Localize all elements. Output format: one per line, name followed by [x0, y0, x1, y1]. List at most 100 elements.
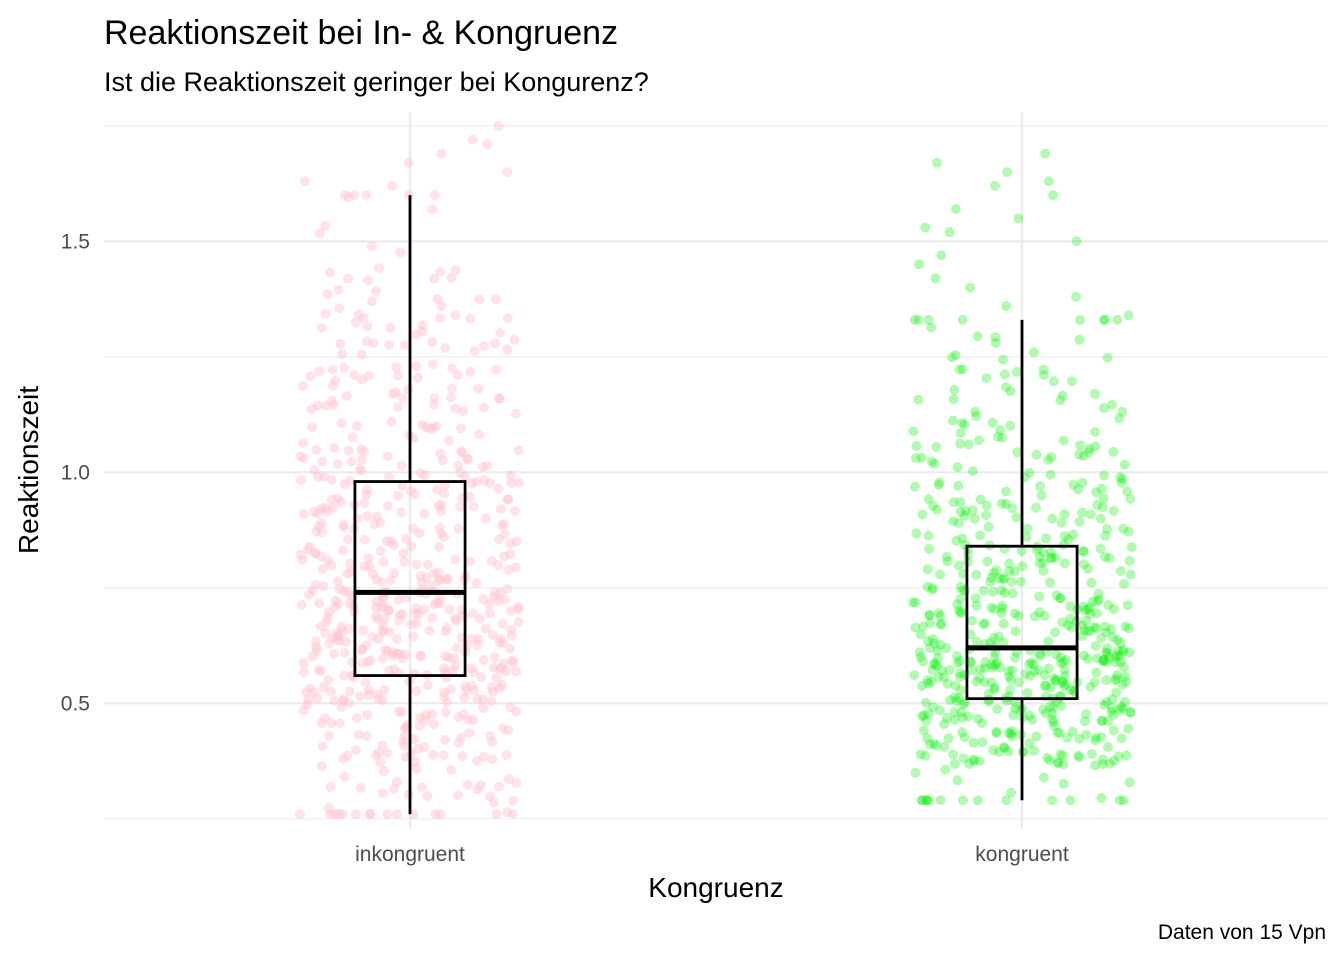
jitter-point — [1011, 512, 1022, 523]
jitter-point — [1107, 703, 1117, 714]
jitter-point — [1015, 576, 1026, 587]
jitter-point — [389, 664, 400, 675]
jitter-point — [923, 636, 933, 647]
jitter-point — [927, 665, 938, 675]
jitter-point — [371, 574, 382, 585]
jitter-point — [450, 554, 460, 565]
jitter-point — [397, 609, 408, 620]
jitter-point — [1006, 731, 1017, 742]
jitter-point — [995, 425, 1006, 436]
jitter-point — [915, 652, 926, 662]
jitter-point — [336, 418, 347, 429]
jitter-point — [397, 393, 408, 404]
jitter-point — [478, 703, 489, 714]
jitter-point — [338, 695, 349, 706]
jitter-point — [1050, 552, 1061, 563]
jitter-point — [1068, 479, 1079, 490]
jitter-point — [478, 751, 489, 762]
jitter-point — [403, 384, 414, 395]
jitter-point — [302, 699, 313, 710]
jitter-point — [326, 475, 337, 485]
jitter-point — [1107, 399, 1118, 410]
jitter-point — [928, 659, 939, 670]
jitter-point — [1061, 655, 1072, 665]
jitter-point — [960, 585, 971, 596]
jitter-point — [359, 446, 369, 457]
jitter-point — [971, 676, 982, 687]
jitter-point — [494, 683, 505, 694]
jitter-point — [1124, 555, 1135, 566]
jitter-point — [952, 657, 963, 668]
jitter-point — [928, 501, 939, 511]
jitter-point — [429, 599, 440, 610]
jitter-point — [488, 662, 499, 673]
jitter-point — [948, 516, 958, 527]
jitter-point — [399, 340, 410, 351]
jitter-point — [1058, 759, 1069, 770]
jitter-point — [950, 204, 961, 214]
jitter-point — [415, 571, 426, 582]
jitter-point — [1115, 472, 1126, 483]
jitter-point — [1121, 750, 1132, 761]
jitter-point — [1096, 716, 1107, 726]
jitter-point — [1058, 778, 1069, 789]
jitter-point — [936, 618, 947, 629]
jitter-point — [502, 344, 513, 355]
jitter-point — [299, 176, 310, 187]
jitter-point — [329, 695, 340, 706]
jitter-point — [1074, 449, 1085, 460]
jitter-point — [321, 400, 332, 411]
jitter-point — [458, 709, 469, 719]
jitter-point — [425, 424, 436, 434]
jitter-point — [1038, 369, 1049, 380]
jitter-point — [1003, 746, 1014, 757]
jitter-point — [494, 637, 505, 648]
jitter-point — [915, 749, 926, 760]
jitter-point — [981, 500, 992, 511]
jitter-point — [334, 303, 345, 314]
jitter-point — [511, 536, 522, 547]
jitter-point — [1112, 670, 1123, 681]
jitter-point — [433, 575, 444, 586]
jitter-point — [506, 630, 517, 641]
jitter-point — [450, 613, 461, 624]
jitter-point — [1046, 682, 1056, 693]
jitter-point — [329, 443, 340, 454]
jitter-point — [1049, 721, 1060, 732]
jitter-point — [419, 741, 430, 752]
jitter-point — [1048, 717, 1059, 728]
jitter-point — [334, 809, 345, 820]
jitter-point — [450, 660, 461, 671]
jitter-point — [957, 533, 968, 544]
jitter-point — [373, 614, 383, 625]
jitter-point — [918, 621, 929, 632]
jitter-point — [393, 615, 404, 626]
jitter-point — [432, 597, 443, 608]
jitter-point — [955, 594, 966, 605]
jitter-point — [312, 508, 323, 519]
jitter-point — [309, 465, 320, 476]
jitter-point — [957, 417, 967, 428]
jitter-point — [305, 371, 316, 382]
jitter-point — [923, 494, 934, 505]
jitter-point — [377, 620, 388, 631]
jitter-point — [1028, 347, 1039, 358]
jitter-point — [467, 134, 478, 145]
jitter-point — [1010, 652, 1021, 663]
jitter-point — [513, 445, 524, 456]
jitter-point — [494, 394, 505, 405]
jitter-point — [944, 227, 955, 238]
jitter-point — [491, 809, 502, 820]
jitter-point — [320, 628, 331, 639]
jitter-point — [491, 364, 502, 375]
jitter-point — [1001, 486, 1011, 497]
jitter-point — [334, 583, 345, 594]
jitter-point — [1096, 633, 1107, 644]
jitter-point — [999, 587, 1010, 598]
jitter-point — [922, 733, 933, 744]
jitter-point — [345, 566, 356, 577]
jitter-point — [1024, 659, 1035, 670]
jitter-point — [334, 635, 345, 646]
jitter-point — [339, 479, 350, 490]
jitter-point — [917, 509, 928, 520]
